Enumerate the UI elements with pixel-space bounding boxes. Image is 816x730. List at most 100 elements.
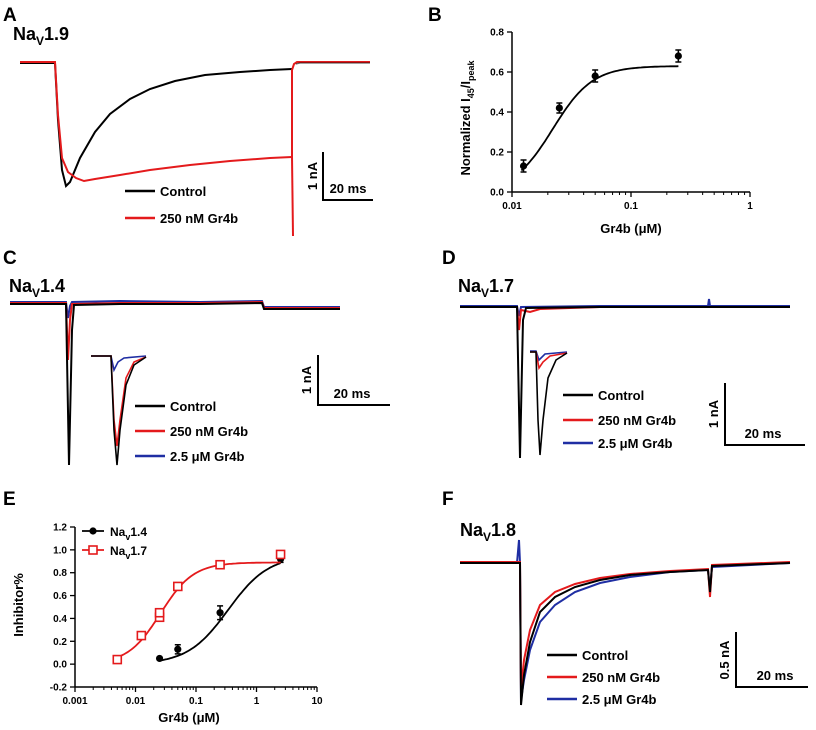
dose-response-chart-nav19: 0.01 0.1 1 0.0 0.2 0.4 0.6 0.8 — [490, 28, 753, 213]
channel-title-nav17: NaV1.7 — [458, 276, 514, 300]
y-tick-label: 0.8 — [490, 28, 504, 39]
channel-suffix: 1.9 — [44, 24, 69, 44]
legend-label-control: Control — [598, 388, 644, 403]
scale-label-x: 20 ms — [757, 668, 794, 683]
trace-250nM-gr4b — [460, 306, 790, 331]
y-tick-label: 0.2 — [490, 148, 504, 159]
trace-control — [10, 301, 340, 466]
legend-label-2.5uM: 2.5 μM Gr4b — [598, 436, 672, 451]
x-tick-label: 1 — [254, 696, 260, 707]
channel-title-nav14: NaV1.4 — [9, 276, 65, 300]
legend-label-control: Control — [160, 184, 206, 199]
data-point — [674, 52, 682, 60]
y-tick-label: -0.2 — [50, 683, 68, 694]
scale-label-y: 1 nA — [305, 161, 320, 190]
data-point — [174, 645, 182, 653]
channel-title-nav19: NaV1.9 — [13, 24, 69, 48]
x-tick-label: 1 — [747, 201, 753, 212]
channel-subscript: V — [36, 34, 44, 48]
inset-trace-2.5uM — [530, 350, 568, 362]
legend-label-250nM: 250 nM Gr4b — [598, 413, 676, 428]
panel-a: A NaV1.9 Control 250 nM Gr4b 1 nA 20 ms — [3, 5, 373, 237]
legend-label-nav14: Nav1.4 — [110, 525, 147, 542]
panel-letter-b: B — [428, 5, 442, 26]
channel-title-nav18: NaV1.8 — [460, 520, 516, 544]
inset-trace-control — [91, 355, 147, 466]
y-tick-label: 0.8 — [53, 568, 67, 579]
panel-f: F NaV1.8 Control 250 nM Gr4b 2.5 μM Gr4b… — [442, 489, 808, 707]
legend-label-nav17: Nav1.7 — [110, 544, 147, 561]
x-tick-label: 0.001 — [62, 696, 87, 707]
y-tick-label: 0.2 — [53, 637, 67, 648]
scale-label-x: 20 ms — [330, 181, 367, 196]
trace-control — [460, 306, 790, 459]
scale-label-x: 20 ms — [334, 386, 371, 401]
data-point — [519, 162, 528, 170]
panel-letter-c: C — [3, 248, 17, 269]
panel-d: D NaV1.7 Control 250 nM Gr4b 2.5 μM Gr4b… — [442, 248, 805, 459]
fit-curve-Nav1.9 — [520, 65, 679, 172]
scale-bar — [317, 355, 390, 406]
scale-label-y: 1 nA — [706, 399, 721, 428]
scale-bar — [724, 383, 805, 446]
data-point — [215, 559, 225, 570]
x-axis-title: Gr4b (μM) — [158, 710, 219, 725]
panel-letter-e: E — [3, 489, 16, 510]
dose-response-chart-nav14-nav17: 0.001 0.01 0.1 1 10 -0.2 0.0 0.2 0.4 0.6 0.8 1.0 1.2 — [50, 523, 323, 708]
panel-letter-f: F — [442, 489, 454, 510]
scale-label-x: 20 ms — [745, 426, 782, 441]
x-tick-label: 10 — [311, 696, 323, 707]
data-point — [555, 104, 563, 112]
panel-b: B 0.01 0.1 1 0.0 0.2 0.4 0.6 0.8 Normalized I45… — [428, 5, 753, 236]
data-point — [154, 607, 165, 618]
legend-label-250nM: 250 nM Gr4b — [170, 424, 248, 439]
legend-label-2.5uM: 2.5 μM Gr4b — [582, 692, 656, 707]
panel-letter-d: D — [442, 248, 456, 269]
legend-label-control: Control — [170, 399, 216, 414]
x-tick-label: 0.1 — [624, 201, 638, 212]
legend-label-2.5uM: 2.5 μM Gr4b — [170, 449, 244, 464]
data-point — [591, 72, 599, 80]
y-tick-label: 0.6 — [490, 68, 504, 79]
trace-tail — [291, 61, 370, 157]
y-tick-label: 0.4 — [53, 614, 67, 625]
trace-control — [460, 562, 791, 706]
data-point — [275, 549, 286, 560]
x-tick-label: 0.01 — [502, 201, 522, 212]
y-tick-label: 0.4 — [490, 108, 504, 119]
data-point — [155, 654, 164, 663]
legend-label-control: Control — [582, 648, 628, 663]
data-point — [172, 581, 183, 592]
data-point — [216, 609, 224, 617]
y-tick-label: 0.6 — [53, 591, 67, 602]
y-tick-label: 1.2 — [53, 523, 67, 534]
legend-label-250nM: 250 nM Gr4b — [160, 211, 238, 226]
trace-250nM-gr4b — [20, 61, 293, 183]
data-point — [136, 630, 147, 641]
y-axis-title: Normalized I45/Ipeak — [458, 59, 476, 175]
y-tick-label: 0.0 — [53, 660, 67, 671]
panel-e: E 0.001 0.01 0.1 1 10 -0.2 0.0 0.2 0.4 0.6 0.8 1.0 1… — [3, 489, 323, 725]
inset-trace-250nM — [91, 355, 147, 447]
y-axis-title: Inhibitor% — [11, 573, 26, 637]
data-point — [112, 654, 123, 665]
legend-marker-nav17 — [88, 545, 98, 555]
y-tick-label: 0.0 — [490, 188, 504, 199]
y-tick-label: 1.0 — [53, 545, 67, 556]
scale-label-y: 1 nA — [299, 365, 314, 394]
scale-bar — [735, 632, 808, 688]
panel-c: C NaV1.4 Control 250 nM Gr4b 2.5 μM Gr4b… — [3, 248, 390, 466]
legend-label-250nM: 250 nM Gr4b — [582, 670, 660, 685]
channel-name: Na — [13, 24, 37, 44]
x-axis-title: Gr4b (μM) — [600, 221, 661, 236]
x-tick-label: 0.1 — [189, 696, 203, 707]
trace-tail-control — [295, 62, 370, 65]
legend-marker-nav14 — [89, 527, 97, 535]
trace-control — [20, 62, 293, 188]
inset-trace-control — [530, 351, 568, 456]
scale-bar — [322, 152, 373, 201]
panel-letter-a: A — [3, 5, 17, 26]
scale-label-y: 0.5 nA — [717, 640, 732, 680]
x-tick-label: 0.01 — [126, 696, 146, 707]
